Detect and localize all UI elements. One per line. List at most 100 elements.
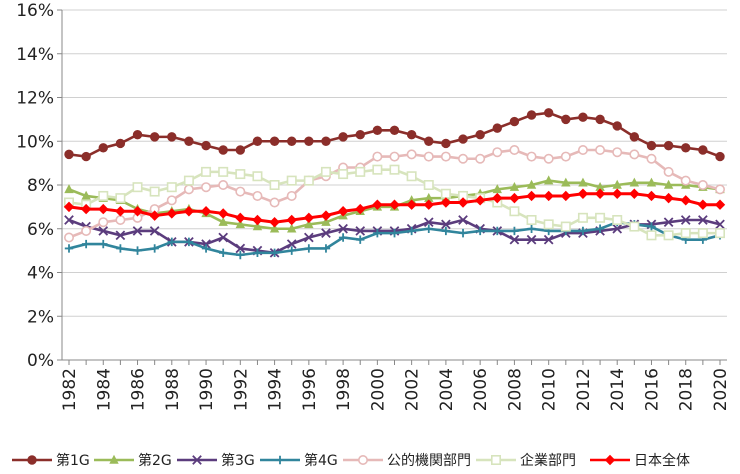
- data-point: [355, 226, 366, 236]
- data-point: [253, 248, 262, 258]
- data-point: [166, 208, 177, 219]
- data-point: [321, 244, 331, 253]
- data-point: [509, 234, 520, 245]
- data-point: [355, 203, 366, 215]
- data-point: [372, 199, 383, 210]
- data-point: [509, 181, 520, 191]
- data-point: [663, 217, 674, 228]
- x-tick-label: 1986: [129, 368, 149, 411]
- data-point: [595, 114, 605, 125]
- data-point: [698, 145, 708, 155]
- data-point: [115, 206, 126, 217]
- data-point: [424, 136, 434, 146]
- data-point: [440, 188, 451, 199]
- data-point: [612, 188, 623, 199]
- y-tick-label: 2%: [27, 307, 54, 327]
- data-point: [560, 190, 572, 202]
- data-point: [543, 108, 554, 118]
- legend[interactable]: 第1G 第2G 第3G 第4G 公的機関部門 企業部門 日本全体: [12, 452, 690, 469]
- legend-marker: [357, 454, 368, 465]
- data-point: [560, 151, 571, 162]
- legend-item-1[interactable]: 第2G: [94, 452, 172, 469]
- data-point: [697, 228, 708, 239]
- data-point: [373, 228, 382, 238]
- data-point: [81, 151, 91, 162]
- legend-marker: [275, 455, 285, 465]
- y-tick-label: 16%: [16, 1, 54, 21]
- legend-label: 第3G: [221, 452, 255, 469]
- data-point: [646, 140, 657, 151]
- data-point: [543, 190, 554, 202]
- data-point: [423, 151, 434, 162]
- data-point: [629, 132, 640, 142]
- data-point: [269, 223, 280, 233]
- data-point: [304, 219, 314, 229]
- data-point: [287, 136, 297, 146]
- data-point: [492, 192, 503, 204]
- data-point: [115, 230, 126, 241]
- data-point: [149, 186, 160, 197]
- data-point: [252, 221, 263, 231]
- data-point: [715, 219, 725, 230]
- data-point: [441, 138, 451, 149]
- data-point: [474, 195, 486, 206]
- data-point: [81, 190, 91, 200]
- data-point: [663, 179, 674, 189]
- legend-item-4[interactable]: 公的機関部門: [343, 453, 471, 469]
- legend-item-2[interactable]: 第3G: [177, 452, 255, 469]
- data-point: [252, 190, 263, 201]
- data-point: [183, 184, 194, 195]
- data-point: [698, 215, 708, 225]
- data-point: [389, 199, 400, 210]
- x-tick-label: 1994: [266, 368, 286, 411]
- data-point: [115, 193, 126, 204]
- series-4: [64, 145, 725, 243]
- data-point: [218, 166, 229, 177]
- data-point: [492, 147, 503, 158]
- x-tick-label: 1988: [163, 368, 183, 411]
- data-point: [389, 151, 400, 162]
- data-point: [646, 177, 657, 187]
- data-point: [492, 123, 502, 133]
- data-point: [697, 199, 709, 210]
- x-tick-label: 2014: [608, 368, 628, 411]
- x-tick-label: 1990: [197, 368, 217, 411]
- data-point: [201, 182, 212, 193]
- legend-item-6[interactable]: 日本全体: [590, 452, 690, 469]
- data-point: [235, 243, 246, 254]
- data-point: [200, 206, 212, 217]
- x-tick-label: 2002: [403, 368, 423, 411]
- data-point: [629, 188, 640, 199]
- data-point: [303, 212, 315, 224]
- legend-item-5[interactable]: 企業部門: [476, 452, 576, 469]
- data-point: [441, 226, 451, 236]
- data-point: [217, 208, 229, 219]
- series-group: [63, 108, 726, 260]
- data-point: [475, 153, 486, 164]
- x-tick-label: 2020: [711, 368, 731, 411]
- x-tick-label: 1992: [231, 368, 251, 411]
- x-tick-label: 2018: [677, 368, 697, 411]
- data-point: [389, 164, 400, 175]
- legend-item-0[interactable]: 第1G: [12, 452, 90, 469]
- data-point: [612, 223, 623, 234]
- data-point: [561, 114, 571, 125]
- data-point: [338, 223, 348, 234]
- data-point: [612, 121, 622, 131]
- legend-label: 第4G: [304, 452, 338, 469]
- data-point: [98, 226, 109, 236]
- data-point: [424, 224, 433, 233]
- legend-item-3[interactable]: 第4G: [260, 452, 338, 469]
- data-point: [561, 177, 571, 187]
- data-point: [321, 136, 331, 146]
- legend-marker: [490, 454, 501, 465]
- data-point: [115, 215, 126, 226]
- data-point: [406, 129, 417, 140]
- data-point: [509, 206, 520, 217]
- data-point: [201, 166, 212, 177]
- data-point: [304, 232, 314, 243]
- data-point: [218, 145, 228, 155]
- data-point: [526, 151, 537, 162]
- y-tick-label: 0%: [27, 351, 54, 371]
